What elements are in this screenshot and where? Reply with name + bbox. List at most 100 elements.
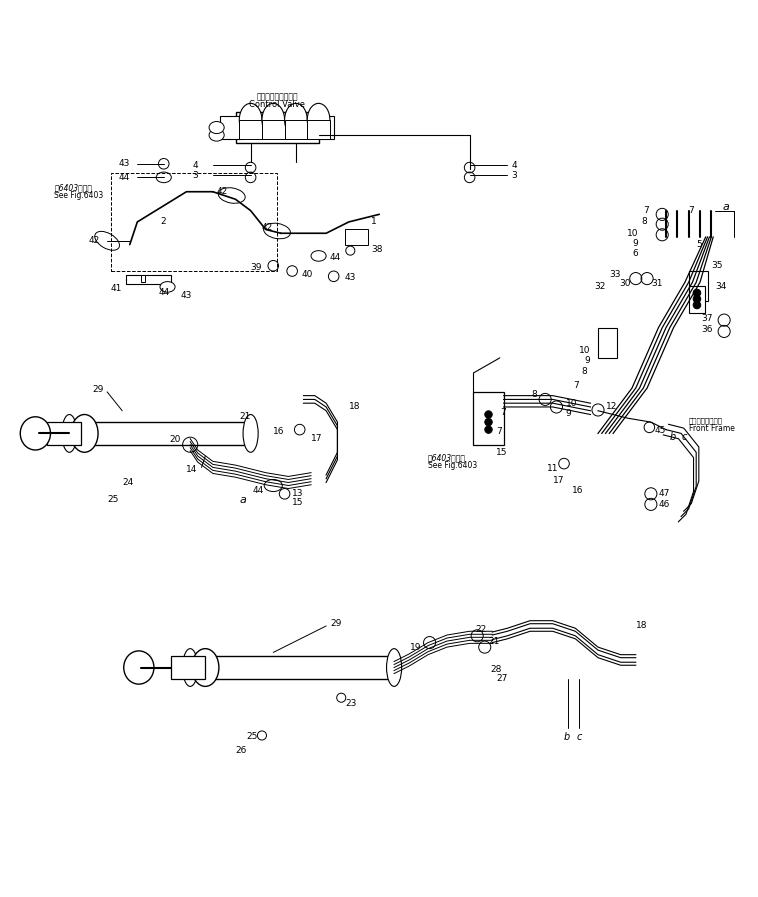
Text: 42: 42 xyxy=(217,187,228,196)
Text: a: a xyxy=(240,495,246,505)
Text: 30: 30 xyxy=(619,279,631,288)
Text: c: c xyxy=(577,732,582,742)
Ellipse shape xyxy=(156,172,171,183)
Text: 42: 42 xyxy=(89,236,99,245)
Ellipse shape xyxy=(95,231,120,250)
Bar xyxy=(318,117,334,139)
Bar xyxy=(688,271,707,301)
Text: Front Frame: Front Frame xyxy=(688,423,735,432)
Ellipse shape xyxy=(284,103,307,136)
Text: 15: 15 xyxy=(292,499,304,508)
Text: 7: 7 xyxy=(500,408,506,417)
Ellipse shape xyxy=(20,417,51,450)
Ellipse shape xyxy=(265,480,282,492)
Text: 8: 8 xyxy=(532,389,537,398)
Ellipse shape xyxy=(264,223,290,239)
Bar xyxy=(240,120,262,139)
Text: 32: 32 xyxy=(594,282,606,291)
Text: 1: 1 xyxy=(371,217,377,226)
Text: 11: 11 xyxy=(547,464,559,473)
Bar xyxy=(284,120,307,139)
Ellipse shape xyxy=(62,414,77,452)
Ellipse shape xyxy=(218,187,245,204)
Ellipse shape xyxy=(243,414,258,452)
Text: 25: 25 xyxy=(107,495,118,504)
Text: 9: 9 xyxy=(632,239,638,248)
Text: 27: 27 xyxy=(496,675,507,684)
Ellipse shape xyxy=(387,649,402,686)
Bar xyxy=(190,657,394,679)
Text: a: a xyxy=(722,202,729,212)
Text: 4: 4 xyxy=(511,161,517,170)
Bar xyxy=(262,120,284,139)
Text: 29: 29 xyxy=(92,385,103,394)
Text: 第6403図参照: 第6403図参照 xyxy=(55,184,92,193)
Text: 21: 21 xyxy=(240,412,251,421)
Text: 33: 33 xyxy=(609,270,621,279)
Text: 44: 44 xyxy=(158,288,169,297)
Bar xyxy=(236,112,318,143)
Circle shape xyxy=(693,301,700,309)
Text: 10: 10 xyxy=(566,398,578,408)
Text: 13: 13 xyxy=(292,489,304,499)
Text: 第6403図参照: 第6403図参照 xyxy=(428,453,466,462)
Circle shape xyxy=(484,418,492,426)
Text: 8: 8 xyxy=(641,217,647,226)
Bar xyxy=(126,274,171,283)
Ellipse shape xyxy=(160,282,175,292)
Text: 45: 45 xyxy=(655,426,666,435)
Text: 7: 7 xyxy=(644,206,650,215)
Text: 15: 15 xyxy=(496,448,508,457)
Bar xyxy=(221,117,243,139)
Text: フロントフレーム: フロントフレーム xyxy=(688,417,722,424)
Ellipse shape xyxy=(209,129,224,141)
Text: 16: 16 xyxy=(273,427,284,436)
Ellipse shape xyxy=(183,649,198,686)
Text: 41: 41 xyxy=(111,283,122,293)
Ellipse shape xyxy=(307,103,330,136)
Bar xyxy=(307,120,330,139)
Text: 7: 7 xyxy=(496,427,502,436)
Text: 37: 37 xyxy=(701,314,713,323)
Text: 18: 18 xyxy=(349,403,360,412)
Circle shape xyxy=(484,426,492,433)
Text: 4: 4 xyxy=(192,161,198,170)
Text: 9: 9 xyxy=(584,355,590,365)
Text: 3: 3 xyxy=(511,170,517,179)
Text: 31: 31 xyxy=(651,279,662,288)
Text: 34: 34 xyxy=(715,282,726,291)
Bar xyxy=(171,657,205,679)
Text: 7: 7 xyxy=(573,381,579,390)
Text: 16: 16 xyxy=(572,486,583,495)
Bar xyxy=(345,230,368,245)
Text: See Fig.6403: See Fig.6403 xyxy=(428,461,478,470)
Ellipse shape xyxy=(311,250,326,261)
Text: 43: 43 xyxy=(345,274,356,283)
Text: 2: 2 xyxy=(160,217,165,226)
Text: 39: 39 xyxy=(250,263,262,272)
Ellipse shape xyxy=(262,103,284,136)
Bar xyxy=(688,286,705,312)
Text: 47: 47 xyxy=(659,489,670,499)
Bar xyxy=(598,327,617,358)
Circle shape xyxy=(693,289,700,297)
Text: 38: 38 xyxy=(371,246,383,255)
Ellipse shape xyxy=(240,103,262,136)
Text: 28: 28 xyxy=(490,665,501,674)
Circle shape xyxy=(693,295,700,303)
Text: b: b xyxy=(564,732,570,742)
Text: 29: 29 xyxy=(330,619,341,628)
Text: 40: 40 xyxy=(302,270,313,279)
Text: 18: 18 xyxy=(636,622,647,631)
Ellipse shape xyxy=(70,414,98,452)
Text: 23: 23 xyxy=(345,699,356,708)
Text: 17: 17 xyxy=(553,475,564,484)
Text: c: c xyxy=(681,432,687,442)
Text: Control Valve: Control Valve xyxy=(249,100,305,109)
Text: 43: 43 xyxy=(118,160,130,169)
Text: 8: 8 xyxy=(581,367,587,376)
Bar xyxy=(474,392,503,445)
Text: 12: 12 xyxy=(606,402,617,411)
Text: 35: 35 xyxy=(711,261,723,270)
Bar xyxy=(47,422,80,445)
